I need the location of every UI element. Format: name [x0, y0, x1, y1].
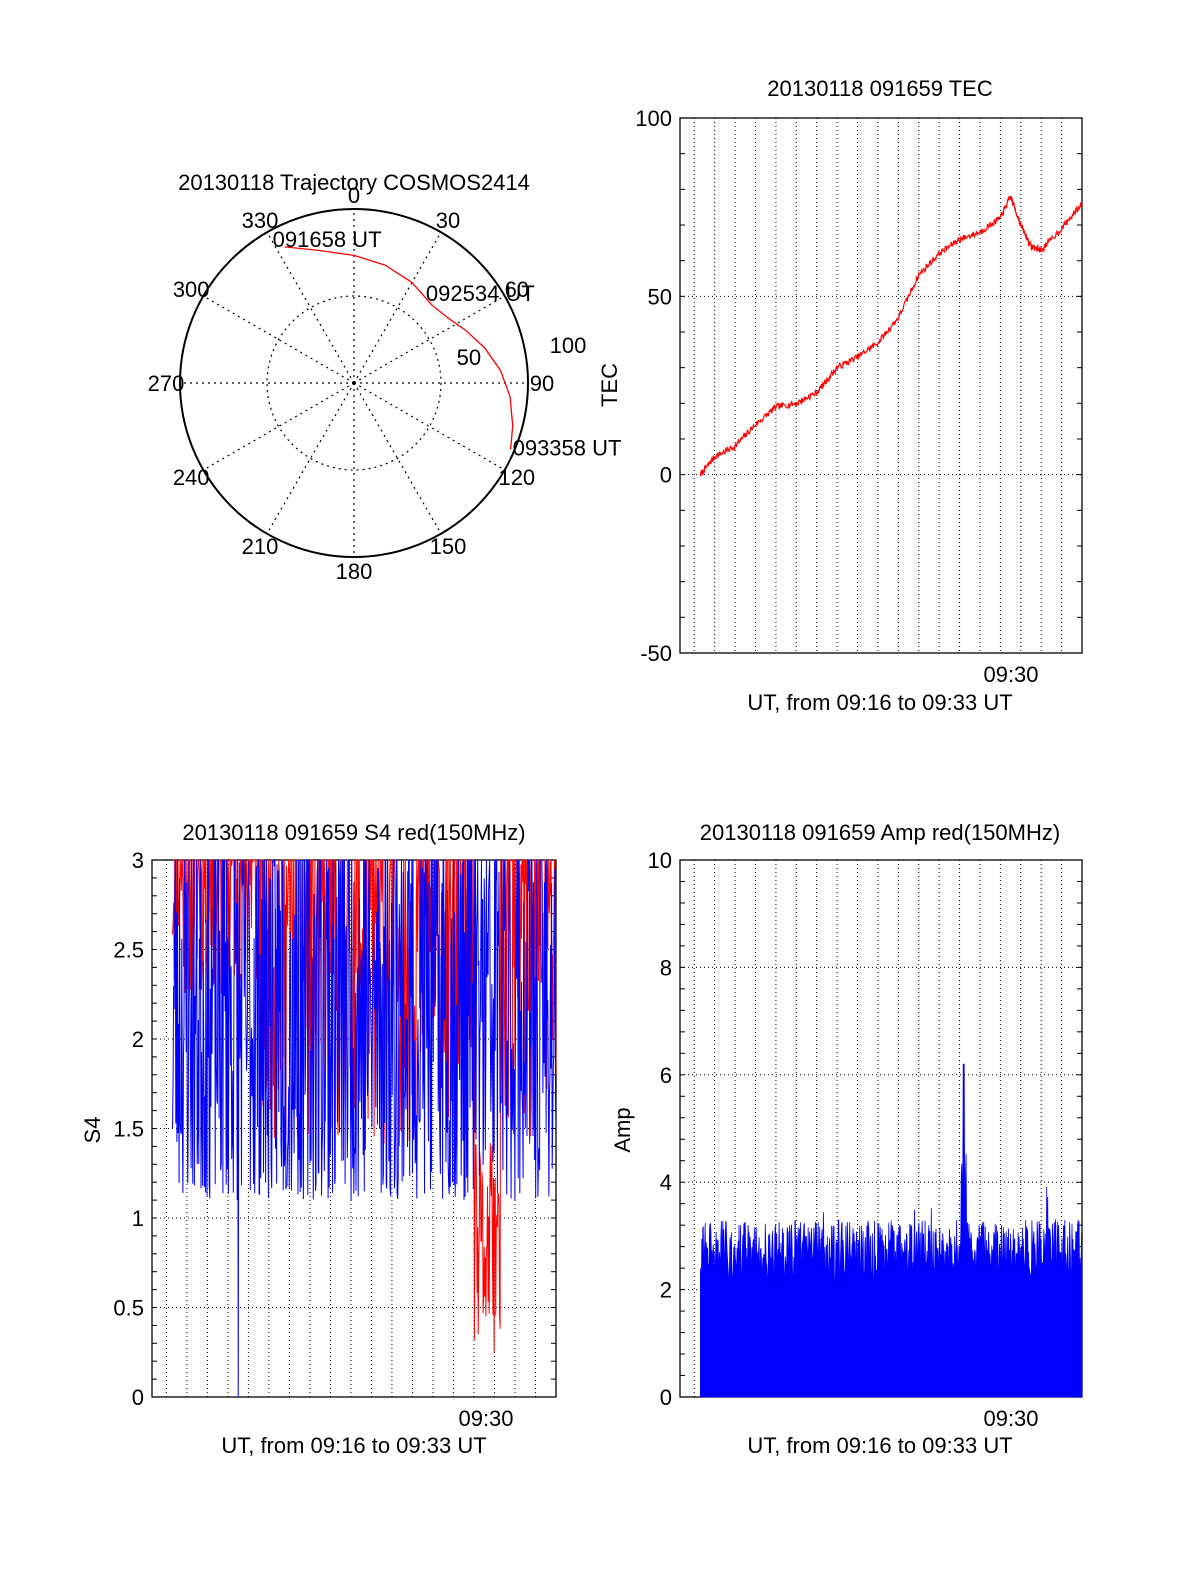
tec-line	[699, 195, 1083, 477]
trajectory-polar-plot: 20130118 Trajectory COSMOS2414 0 30 60 90 12…	[148, 170, 622, 584]
s4-title: 20130118 091659 S4 red(150MHz)	[182, 820, 525, 845]
radial-label: 50	[457, 345, 481, 370]
trajectory-time-label: 091658 UT	[273, 227, 382, 252]
azimuth-label: 120	[498, 465, 535, 490]
trajectory-line	[284, 246, 514, 450]
polar-grid: 0 30 60 90 120 150 180 210 240 270 300 330 50 100	[148, 183, 587, 584]
y-tick-label: 2	[132, 1027, 144, 1052]
y-tick-label: 0.5	[113, 1296, 144, 1321]
y-tick-label: -50	[640, 641, 672, 666]
polar-spoke	[266, 232, 355, 384]
polar-title: 20130118 Trajectory COSMOS2414	[178, 170, 530, 195]
tec-title: 20130118 091659 TEC	[767, 76, 993, 101]
polar-spoke	[353, 382, 442, 534]
tec-axes: -50 0 50 100	[635, 106, 1083, 666]
y-tick-label: 1.5	[113, 1117, 144, 1142]
tec-xtick: 09:30	[983, 662, 1038, 687]
s4-series	[172, 859, 557, 1398]
azimuth-label: 330	[242, 208, 279, 233]
s4-ylabel: S4	[80, 1117, 105, 1144]
azimuth-label: 150	[430, 534, 467, 559]
polar-spoke	[203, 382, 355, 471]
y-tick-label: 10	[648, 848, 672, 873]
amp-plot: 20130118 091659 Amp red(150MHz) UT, from…	[610, 820, 1083, 1458]
polar-mid-ring	[266, 295, 442, 471]
tec-series	[699, 195, 1083, 477]
tec-ylabel: TEC	[597, 363, 622, 407]
polar-spoke	[266, 382, 355, 534]
amp-ylabel: Amp	[610, 1107, 635, 1152]
azimuth-label: 240	[173, 465, 210, 490]
trajectory-path: 091658 UT 092534 UT 093358 UT	[273, 227, 622, 461]
amp-title: 20130118 091659 Amp red(150MHz)	[700, 820, 1060, 845]
polar-spoke	[203, 295, 355, 384]
y-tick-label: 6	[660, 1063, 672, 1088]
s4-xtick: 09:30	[458, 1406, 513, 1431]
y-tick-label: 0	[660, 1385, 672, 1410]
s4-plot: 20130118 091659 S4 red(150MHz) UT, from …	[80, 820, 557, 1458]
azimuth-label: 210	[242, 534, 279, 559]
azimuth-label: 270	[148, 371, 185, 396]
plot-frame	[151, 859, 557, 1398]
y-tick-label: 50	[648, 284, 672, 309]
s4-blue-line	[172, 859, 557, 1398]
azimuth-label: 300	[173, 277, 210, 302]
polar-outer-ring	[179, 208, 529, 558]
y-tick-label: 2.5	[113, 938, 144, 963]
azimuth-label: 180	[336, 559, 373, 584]
amp-xlabel: UT, from 09:16 to 09:33 UT	[747, 1433, 1012, 1458]
s4-xlabel: UT, from 09:16 to 09:33 UT	[221, 1433, 486, 1458]
tec-plot: 20130118 091659 TEC UT, from 09:16 to 09…	[597, 76, 1083, 715]
azimuth-label: 90	[530, 371, 554, 396]
y-tick-label: 3	[132, 848, 144, 873]
y-tick-label: 0	[660, 463, 672, 488]
y-tick-label: 0	[132, 1385, 144, 1410]
amp-area	[700, 1063, 1083, 1398]
amp-xtick: 09:30	[983, 1406, 1038, 1431]
polar-spoke	[353, 295, 505, 384]
azimuth-label: 30	[436, 208, 460, 233]
polar-spoke	[353, 232, 442, 384]
y-tick-label: 1	[132, 1206, 144, 1231]
trajectory-time-label: 092534 UT	[426, 281, 535, 306]
radial-label: 100	[550, 333, 587, 358]
polar-spoke	[353, 382, 505, 471]
tec-xlabel: UT, from 09:16 to 09:33 UT	[747, 690, 1012, 715]
y-tick-label: 4	[660, 1170, 672, 1195]
y-tick-label: 8	[660, 955, 672, 980]
amp-series	[700, 1063, 1083, 1398]
plot-frame	[679, 117, 1083, 654]
y-tick-label: 2	[660, 1278, 672, 1303]
azimuth-label: 60	[505, 277, 529, 302]
y-tick-label: 100	[635, 106, 672, 131]
trajectory-time-label: 093358 UT	[513, 435, 622, 460]
azimuth-label: 0	[348, 183, 360, 208]
